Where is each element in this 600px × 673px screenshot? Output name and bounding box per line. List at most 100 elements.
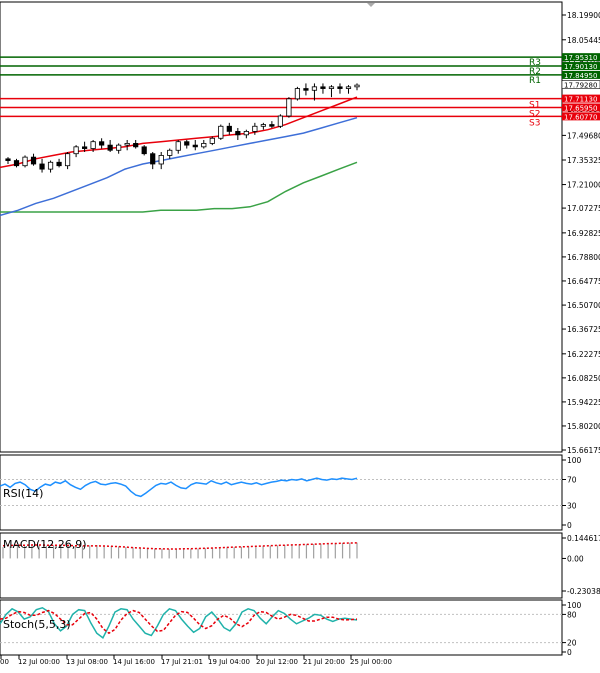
x-tick-label: 13 Jul 08:00 [66, 658, 108, 666]
scroll-marker-icon [367, 3, 375, 7]
candle-bear [141, 146, 147, 155]
y-tick-label: 16.78800 [567, 253, 600, 262]
candle-bull [218, 125, 224, 139]
candle-bull [64, 153, 71, 167]
stoch-label: Stoch(5,5,3) [3, 618, 71, 631]
macd-tick-label: -0.230389 [567, 587, 600, 596]
candle-bear [133, 143, 139, 148]
candle-bull [311, 86, 318, 91]
candle-bear [5, 158, 11, 161]
candle-bull [243, 131, 249, 136]
candle-bear [226, 125, 232, 132]
x-tick-label: 00 [0, 658, 9, 666]
x-tick-label: 25 Jul 00:00 [350, 658, 392, 666]
stoch-signal-line [0, 609, 358, 635]
y-tick-label: 17.49680 [567, 131, 600, 140]
x-tick-label: 19 Jul 04:00 [208, 658, 250, 666]
candle-bear [82, 146, 88, 149]
x-tick-label: 12 Jul 00:00 [18, 658, 60, 666]
y-tick-label: 17.93100 [567, 57, 600, 66]
level-label-r2: R2 [529, 67, 541, 77]
level-price-text: 17.95310 [564, 54, 597, 62]
main-plot-frame [0, 1, 563, 453]
macd-frame [0, 532, 563, 599]
candle-bull [124, 143, 130, 146]
candle-bull [158, 155, 164, 165]
candle-bull [175, 141, 181, 151]
level-label-s3: S3 [529, 118, 540, 128]
y-tick-label: 15.80200 [567, 422, 600, 431]
x-tick-label: 21 Jul 20:00 [303, 658, 345, 666]
y-tick-label: 18.05445 [567, 36, 600, 45]
candle-bull [47, 161, 54, 170]
level-price-text: 17.71130 [564, 96, 597, 104]
candle-bull [90, 141, 96, 149]
candle-bull [345, 86, 352, 89]
level-price-tag [562, 94, 600, 103]
main-price-panel: 18.1990018.0544517.9310017.7928017.64990… [0, 1, 600, 455]
current-price-tag [561, 80, 600, 89]
macd-panel: MACD(12,26,9) 0.144617 0.00 -0.230389 [0, 532, 600, 599]
rsi-frame [0, 454, 563, 531]
macd-signal-line [2, 542, 358, 550]
level-label-s2: S2 [529, 109, 540, 119]
macd-label: MACD(12,26,9) [3, 538, 87, 551]
y-tick-label: 18.19900 [567, 11, 600, 20]
y-tick-label: 16.08250 [567, 374, 600, 383]
candle-bear [303, 88, 309, 91]
candle-bear [99, 141, 105, 146]
stoch-tick-label: 100 [567, 601, 582, 610]
ma-slow-line [0, 161, 358, 213]
level-price-tag [562, 53, 600, 62]
level-price-text: 17.65950 [564, 104, 597, 112]
y-tick-label: 16.22275 [567, 350, 600, 359]
level-price-text: 17.90130 [564, 63, 597, 71]
candle-bull [328, 86, 335, 89]
candle-bear [30, 156, 37, 165]
level-label-r1: R1 [529, 76, 541, 86]
macd-tick-label: 0.144617 [567, 534, 600, 543]
level-price-tag [562, 62, 600, 71]
rsi-line [0, 477, 358, 498]
stoch-frame [0, 599, 563, 656]
candle-bear [56, 161, 62, 167]
candle-bull [73, 146, 79, 155]
candle-bear [269, 124, 275, 127]
level-price-text: 17.84950 [564, 72, 597, 80]
candle-bull [22, 156, 28, 167]
rsi-tick-label: 100 [567, 456, 582, 465]
y-tick-label: 17.35325 [567, 156, 600, 165]
stoch-main-line [0, 606, 358, 640]
candle-bull [260, 124, 266, 127]
current-price-text: 17.79280 [564, 82, 597, 90]
candle-bull [167, 149, 173, 156]
candle-bear [235, 131, 241, 136]
y-tick-label: 15.66175 [567, 446, 600, 455]
y-tick-label: 16.36725 [567, 325, 600, 334]
y-tick-label: 16.50700 [567, 301, 600, 310]
candle-bull [116, 144, 122, 151]
candle-bull [354, 84, 360, 88]
stoch-tick-label: 80 [567, 610, 577, 619]
rsi-label: RSI(14) [3, 487, 43, 500]
candle-bear [192, 144, 198, 148]
candle-bull [209, 137, 215, 144]
candle-bear [150, 153, 156, 165]
level-price-tag [562, 103, 600, 112]
y-tick-label: 15.94225 [567, 398, 600, 407]
candle-bear [39, 163, 45, 170]
level-price-tag [562, 70, 600, 79]
level-label-s1: S1 [529, 101, 540, 111]
stoch-tick-label: 0 [567, 648, 572, 657]
rsi-tick-label: 0 [567, 521, 572, 530]
rsi-panel: RSI(14) 100 70 30 0 [0, 454, 582, 531]
y-tick-label: 17.07275 [567, 204, 600, 213]
level-price-tag [562, 112, 600, 121]
rsi-tick-label: 30 [567, 502, 577, 511]
candle-bear [107, 144, 113, 151]
y-tick-label: 17.21000 [567, 181, 600, 190]
x-tick-label: 14 Jul 16:00 [113, 658, 155, 666]
x-tick-label: 17 Jul 21:01 [161, 658, 203, 666]
